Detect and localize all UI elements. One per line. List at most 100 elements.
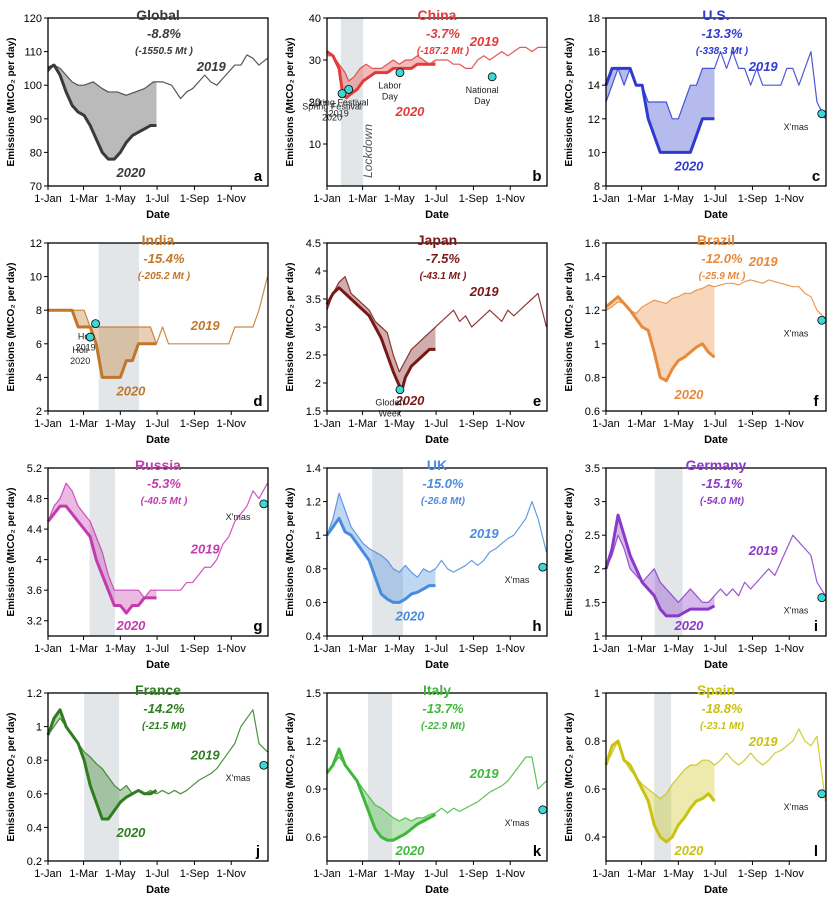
holiday-label: X'mas <box>784 802 809 812</box>
lockdown-shade <box>372 468 403 636</box>
panel-title: Brazil <box>697 232 735 248</box>
plot-frame <box>326 692 548 862</box>
series-2019-label: 2019 <box>196 59 227 74</box>
panel-h: 0.4 0.6 0.8 1 1.2 1.4 1-Jan 1-Mar 1-May 1-Jul 1-Se… <box>285 457 548 671</box>
x-tick-label: 1-Nov <box>496 868 526 880</box>
panel-title: Italy <box>423 682 451 698</box>
holiday-marker <box>538 562 548 572</box>
series-2019-line <box>327 46 547 82</box>
y-tick-label: 1.4 <box>585 272 600 284</box>
change-percent: -7.5% <box>426 251 460 266</box>
series-2020-line <box>46 708 158 821</box>
x-tick-label: 1-Mar <box>69 868 98 880</box>
x-tick-label: 1-Sep <box>180 643 209 655</box>
y-tick-label: 0.8 <box>585 372 600 384</box>
x-tick-label: 1-Mar <box>348 643 377 655</box>
y-tick-label: 0.4 <box>585 832 600 844</box>
x-tick-label: 1-Nov <box>775 193 805 205</box>
x-tick-label: 1-Jul <box>703 193 727 205</box>
y-tick-label: 1.2 <box>306 736 321 748</box>
series-2020-line <box>604 513 716 618</box>
panel-title: India <box>142 232 175 248</box>
x-axis-label: Date <box>425 659 449 671</box>
lockdown-shade <box>84 693 120 861</box>
x-tick-label: 1-Mar <box>348 418 377 430</box>
holiday-label: Holi <box>78 332 94 342</box>
series-2020-label: 2020 <box>394 843 425 858</box>
x-tick-label: 1-Sep <box>459 643 488 655</box>
panel-title: Japan <box>417 232 457 248</box>
holiday-marker <box>817 789 827 799</box>
y-tick-label: 2.5 <box>306 350 321 362</box>
holiday-marker <box>259 499 269 509</box>
x-tick-label: 1-Sep <box>180 418 209 430</box>
y-tick-label: 40 <box>309 13 321 25</box>
change-absolute: (-54.0 Mt) <box>700 496 745 507</box>
series-2019-label: 2019 <box>469 34 500 49</box>
x-tick-label: 1-Nov <box>775 418 805 430</box>
y-tick-label: 0.9 <box>306 784 321 796</box>
y-tick-label: 0.8 <box>306 564 321 576</box>
y-tick-label: 4.5 <box>306 238 321 250</box>
series-2020-line <box>48 308 157 379</box>
x-axis-label: Date <box>704 884 728 896</box>
holiday-marker <box>85 332 95 342</box>
series-2020-label: 2020 <box>394 104 425 119</box>
change-percent: -15.0% <box>422 476 464 491</box>
panel-d: 2 4 6 8 10 12 1-Jan 1-Mar 1-May 1-Jul 1-Sep 1-Nov Da… <box>6 232 269 446</box>
series-2019-label: 2019 <box>748 543 779 558</box>
x-tick-label: 1-Nov <box>217 868 247 880</box>
change-absolute: (-43.1 Mt ) <box>420 271 467 282</box>
panel-title: UK <box>427 457 447 473</box>
x-axis-label: Date <box>704 434 728 446</box>
x-tick-label: 1-Mar <box>627 643 656 655</box>
x-tick-label: 1-Mar <box>348 193 377 205</box>
x-tick-label: 1-Jul <box>424 643 448 655</box>
plot-frame <box>326 467 548 637</box>
x-tick-label: 1-Jul <box>424 868 448 880</box>
x-tick-label: 1-May <box>663 643 694 655</box>
series-2020-label: 2020 <box>115 165 146 180</box>
y-tick-label: 2 <box>594 564 600 576</box>
series-2020-label: 2020 <box>394 608 425 623</box>
x-tick-label: 1-May <box>105 868 136 880</box>
y-tick-label: 14 <box>588 80 600 92</box>
plot-frame <box>605 692 827 862</box>
panel-letter: l <box>814 843 818 860</box>
y-axis-label: Emissions (MtCO₂ per day) <box>564 263 575 392</box>
panel-j: 0.2 0.4 0.6 0.8 1 1.2 1-Jan 1-Mar 1-May 1-Jul 1-Se… <box>6 682 269 896</box>
x-tick-label: 1-Jan <box>34 643 62 655</box>
holiday-label: 2020 <box>70 356 90 366</box>
panel-title: China <box>418 7 457 23</box>
x-tick-label: 1-Jul <box>424 193 448 205</box>
y-tick-label: 0.6 <box>306 832 321 844</box>
y-axis-label: Emissions (MtCO₂ per day) <box>6 713 17 842</box>
holiday-label: Day <box>382 92 399 102</box>
x-tick-label: 1-Jul <box>703 868 727 880</box>
y-tick-label: 1 <box>594 339 600 351</box>
x-tick-label: 1-Jul <box>703 418 727 430</box>
holiday-label: Day <box>474 96 491 106</box>
y-tick-label: 3.2 <box>27 616 42 628</box>
y-tick-label: 80 <box>30 147 42 159</box>
y-tick-label: 0.4 <box>306 631 321 643</box>
series-2020-line <box>604 739 716 844</box>
holiday-label: X'mas <box>226 773 251 783</box>
holiday-label: X'mas <box>784 122 809 132</box>
plot-frame <box>605 17 827 187</box>
holiday-label: Holi <box>72 345 88 355</box>
panel-f: 0.6 0.8 1 1.2 1.4 1.6 1-Jan 1-Mar 1-May 1-Jul 1-Se… <box>564 232 827 446</box>
holiday-marker <box>395 385 405 395</box>
series-2019-line <box>326 756 547 822</box>
x-tick-label: 1-May <box>384 868 415 880</box>
x-tick-label: 1-Jul <box>145 643 169 655</box>
change-percent: -5.3% <box>147 476 181 491</box>
x-tick-label: 1-Sep <box>180 868 209 880</box>
series-2020-label: 2020 <box>115 825 146 840</box>
difference-area <box>606 741 715 842</box>
y-axis-label: Emissions (MtCO₂ per day) <box>564 713 575 842</box>
y-tick-label: 0.6 <box>306 597 321 609</box>
plot-frame <box>47 692 269 862</box>
series-2019-label: 2019 <box>748 59 779 74</box>
difference-area <box>48 65 157 160</box>
